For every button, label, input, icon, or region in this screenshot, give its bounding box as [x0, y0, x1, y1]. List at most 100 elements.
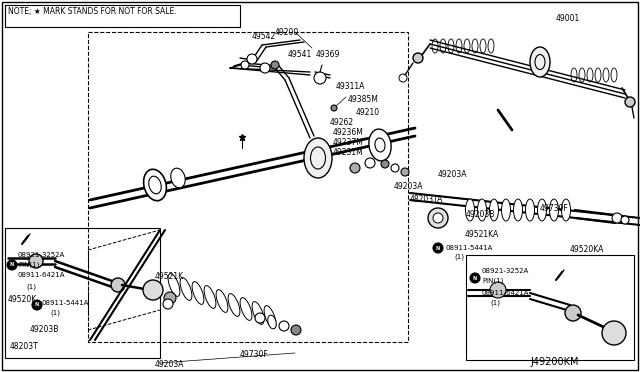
- Ellipse shape: [513, 199, 522, 221]
- Circle shape: [314, 72, 326, 84]
- Text: 49369: 49369: [316, 50, 340, 59]
- Ellipse shape: [252, 302, 264, 324]
- Circle shape: [565, 305, 581, 321]
- Circle shape: [331, 105, 337, 111]
- Ellipse shape: [216, 290, 228, 312]
- Text: 08911-6421A: 08911-6421A: [18, 272, 65, 278]
- Ellipse shape: [148, 176, 161, 194]
- Text: 49203B: 49203B: [466, 210, 495, 219]
- Circle shape: [391, 164, 399, 172]
- Text: 49203B: 49203B: [30, 325, 60, 334]
- Text: 49730F: 49730F: [240, 350, 269, 359]
- Ellipse shape: [228, 294, 240, 316]
- Circle shape: [247, 54, 257, 64]
- Text: 49231M: 49231M: [333, 148, 364, 157]
- Ellipse shape: [465, 199, 474, 221]
- Ellipse shape: [561, 199, 570, 221]
- Ellipse shape: [171, 168, 185, 188]
- Ellipse shape: [240, 298, 252, 320]
- Ellipse shape: [168, 274, 180, 296]
- Ellipse shape: [477, 199, 486, 221]
- Circle shape: [470, 273, 480, 283]
- Circle shape: [32, 300, 42, 310]
- Text: 49730F: 49730F: [540, 204, 569, 213]
- Circle shape: [350, 163, 360, 173]
- Text: 49262: 49262: [330, 118, 354, 127]
- Circle shape: [381, 160, 389, 168]
- Circle shape: [625, 97, 635, 107]
- Text: 49203A: 49203A: [438, 170, 467, 179]
- Circle shape: [29, 254, 43, 268]
- Text: N: N: [35, 302, 39, 308]
- Text: 49203A: 49203A: [394, 182, 424, 191]
- Ellipse shape: [530, 47, 550, 77]
- Ellipse shape: [304, 138, 332, 178]
- Ellipse shape: [204, 286, 216, 308]
- Bar: [88, 32, 408, 342]
- Circle shape: [7, 260, 17, 270]
- Text: 49236M: 49236M: [333, 128, 364, 137]
- Text: 49200: 49200: [275, 28, 300, 37]
- Ellipse shape: [180, 278, 192, 300]
- Bar: [5, 5, 240, 27]
- Circle shape: [433, 213, 443, 223]
- Ellipse shape: [279, 321, 289, 331]
- Circle shape: [621, 216, 629, 224]
- Circle shape: [428, 208, 448, 228]
- Ellipse shape: [369, 129, 391, 161]
- Circle shape: [413, 53, 423, 63]
- Text: 49237M: 49237M: [333, 138, 364, 147]
- Text: 49520KA: 49520KA: [570, 245, 604, 254]
- Circle shape: [433, 243, 443, 253]
- Text: 49001: 49001: [556, 14, 580, 23]
- Text: (1): (1): [26, 283, 36, 289]
- Ellipse shape: [192, 282, 204, 304]
- Text: 49385M: 49385M: [348, 95, 379, 104]
- Ellipse shape: [268, 315, 276, 329]
- Text: (1): (1): [454, 253, 464, 260]
- Text: (1): (1): [490, 300, 500, 307]
- Bar: [5, 228, 160, 358]
- Circle shape: [164, 292, 176, 304]
- Text: NOTE; ★ MARK STANDS FOR NOT FOR SALE.: NOTE; ★ MARK STANDS FOR NOT FOR SALE.: [8, 7, 177, 16]
- Circle shape: [143, 280, 163, 300]
- Ellipse shape: [490, 199, 499, 221]
- Circle shape: [401, 168, 409, 176]
- Circle shape: [163, 299, 173, 309]
- Circle shape: [111, 278, 125, 292]
- Circle shape: [271, 61, 279, 69]
- Text: PIN(1): PIN(1): [482, 278, 504, 285]
- Circle shape: [490, 282, 506, 298]
- Circle shape: [260, 63, 270, 73]
- Ellipse shape: [538, 199, 547, 221]
- Ellipse shape: [264, 306, 276, 328]
- Text: 08921-3252A: 08921-3252A: [18, 252, 65, 258]
- Text: PIN(1): PIN(1): [18, 262, 40, 269]
- Text: 08921-3252A: 08921-3252A: [482, 268, 529, 274]
- Text: 49210: 49210: [356, 108, 380, 117]
- Text: 49311A: 49311A: [336, 82, 365, 91]
- Circle shape: [291, 325, 301, 335]
- Circle shape: [241, 61, 249, 69]
- Text: 08911-5441A: 08911-5441A: [445, 245, 492, 251]
- Text: N: N: [10, 263, 14, 267]
- Bar: [466, 255, 634, 360]
- Text: N: N: [473, 276, 477, 280]
- Text: 49541: 49541: [288, 50, 312, 59]
- Text: 48203T: 48203T: [10, 342, 39, 351]
- Circle shape: [602, 321, 626, 345]
- Text: 49203A: 49203A: [155, 360, 184, 369]
- Text: 08911-6421A: 08911-6421A: [482, 290, 529, 296]
- Ellipse shape: [502, 199, 511, 221]
- Circle shape: [612, 213, 622, 223]
- Text: 49542: 49542: [252, 32, 276, 41]
- Text: J49200KM: J49200KM: [530, 357, 579, 367]
- Text: 49521KA: 49521KA: [465, 230, 499, 239]
- Text: 49520K: 49520K: [8, 295, 37, 304]
- Circle shape: [365, 158, 375, 168]
- Text: (1): (1): [50, 310, 60, 317]
- Ellipse shape: [525, 199, 534, 221]
- Ellipse shape: [550, 199, 559, 221]
- Text: 48203TA: 48203TA: [410, 195, 444, 204]
- Ellipse shape: [143, 169, 166, 201]
